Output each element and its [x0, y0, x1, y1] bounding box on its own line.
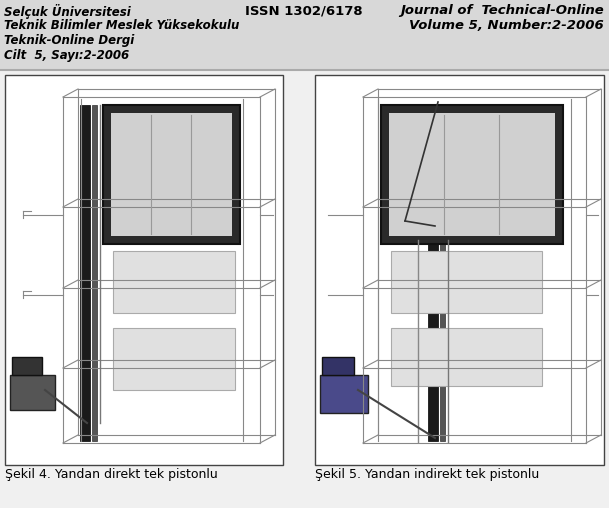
Bar — [103, 105, 240, 244]
Bar — [389, 113, 555, 236]
Circle shape — [428, 219, 442, 233]
Text: ISSN 1302/6178: ISSN 1302/6178 — [245, 4, 362, 17]
Text: Cilt  5, Sayı:2-2006: Cilt 5, Sayı:2-2006 — [4, 49, 129, 62]
Text: Şekil 5. Yandan indirekt tek pistonlu: Şekil 5. Yandan indirekt tek pistonlu — [315, 468, 539, 481]
Text: Teknik-Online Dergi: Teknik-Online Dergi — [4, 34, 134, 47]
Bar — [0, 70, 609, 508]
Text: Teknik Bilimler Meslek Yüksekokulu: Teknik Bilimler Meslek Yüksekokulu — [4, 19, 239, 32]
Text: Volume 5, Number:2-2006: Volume 5, Number:2-2006 — [409, 19, 604, 32]
Bar — [440, 240, 445, 441]
Bar — [391, 328, 542, 386]
Bar — [322, 357, 354, 375]
Bar — [12, 357, 42, 375]
Bar — [10, 375, 55, 410]
Text: Journal of  Technical-Online: Journal of Technical-Online — [400, 4, 604, 17]
Bar — [113, 328, 235, 390]
Text: Selçuk Üniversitesi: Selçuk Üniversitesi — [4, 4, 131, 19]
Bar — [320, 375, 368, 413]
Bar — [111, 113, 232, 236]
Bar — [428, 240, 438, 441]
Bar — [80, 105, 90, 441]
Bar — [381, 105, 563, 244]
Bar — [5, 75, 283, 465]
Bar — [92, 105, 97, 441]
Bar — [391, 251, 542, 313]
Bar — [113, 251, 235, 313]
Text: Şekil 4. Yandan direkt tek pistonlu: Şekil 4. Yandan direkt tek pistonlu — [5, 468, 218, 481]
Bar — [315, 75, 604, 465]
Bar — [0, 0, 609, 70]
